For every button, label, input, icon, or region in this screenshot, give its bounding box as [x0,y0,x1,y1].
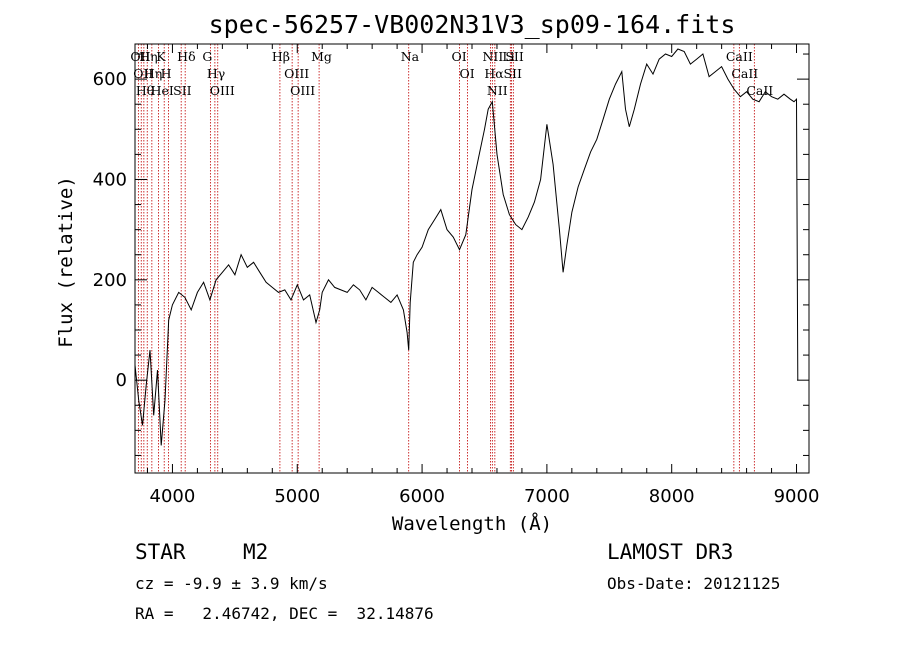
x-tick-label: 7000 [524,486,570,507]
line-label: OIII [284,66,309,81]
chart-title: spec-56257-VB002N31V3_sp09-164.fits [209,10,736,39]
line-label: CaII [726,49,753,64]
survey-name: LAMOST DR3 [607,540,734,564]
redshift-velocity: cz = -9.9 ± 3.9 km/s [135,574,328,593]
line-label: NII [487,83,508,98]
line-label: Hη [139,49,157,64]
y-axis-label: Flux (relative) [55,176,77,348]
line-label: SII [173,83,192,98]
line-label: OIII [210,83,235,98]
line-label: SII [503,66,522,81]
line-label: CaII [731,66,758,81]
line-label: OII [133,66,153,81]
line-label: Hγ [207,66,225,81]
line-label: SII [505,49,524,64]
plot-frame [134,43,810,474]
line-label: OIII [290,83,315,98]
line-label: CaII [746,83,773,98]
object-type: STAR [135,540,186,564]
line-label: H [161,66,172,81]
line-label: OI [452,49,467,64]
line-label: K [156,49,166,64]
y-tick-label: 0 [116,370,127,391]
line-label: NII [482,49,503,64]
observation-date: Obs-Date: 20121125 [607,574,781,593]
x-tick-label: 4000 [150,486,196,507]
spectral-subclass: M2 [243,540,269,564]
x-axis-label: Wavelength (Å) [392,512,552,535]
x-tick-label: 6000 [399,486,445,507]
y-tick-label: 400 [93,169,127,190]
line-label: Hδ [177,49,195,64]
line-label: OI [460,66,475,81]
y-axis-ticks: 0 200 400 600 [93,53,809,456]
emission-line-markers [137,44,755,473]
spectrum-line [134,48,799,446]
x-tick-label: 9000 [774,486,820,507]
line-label: Hη [144,66,162,81]
x-tick-label: 5000 [274,486,320,507]
line-label: Hθ [136,83,154,98]
y-tick-label: 200 [93,270,127,291]
line-label: Hα [484,66,504,81]
x-tick-label: 8000 [649,486,695,507]
x-axis-ticks: 4000 5000 6000 7000 8000 9000 [146,44,820,507]
y-tick-label: 600 [93,69,127,90]
line-label: G [202,49,212,64]
line-label: Na [401,49,420,64]
line-label: Li [502,49,514,64]
line-label: Mg [311,49,332,64]
coordinates: RA = 2.46742, DEC = 32.14876 [135,604,434,623]
line-label: Hβ [272,49,290,64]
spectrum-series [134,48,799,446]
line-label: HeI [151,83,174,98]
